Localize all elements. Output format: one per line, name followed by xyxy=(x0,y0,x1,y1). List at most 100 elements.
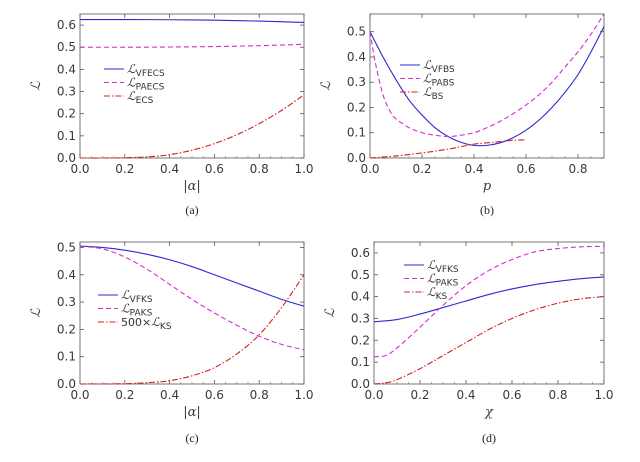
x-tick-label: 0.4 xyxy=(160,162,179,176)
x-axis-label: |α| xyxy=(183,179,201,194)
legend-entry: ℒECS xyxy=(127,89,154,106)
y-tick-label: 0.4 xyxy=(347,50,366,64)
x-tick-label: 0.0 xyxy=(70,162,89,176)
y-axis-label: ℒ xyxy=(29,81,44,91)
legend-prefix: 500× xyxy=(121,316,151,329)
y-tick-label: 0.2 xyxy=(57,107,76,121)
x-tick-label: 0.6 xyxy=(205,388,224,402)
panel-caption: (d) xyxy=(482,431,496,445)
legend-subscript: BS xyxy=(432,92,444,102)
series-line-paecs xyxy=(79,43,305,48)
x-tick-label: 1.0 xyxy=(594,388,613,402)
legend-subscript: KS xyxy=(160,322,172,332)
legend-entry: ℒPAKS xyxy=(427,272,459,289)
x-tick-label: 0.2 xyxy=(410,388,429,402)
y-axis-label: ℒ xyxy=(29,308,44,318)
chart-panel-2: 0.0 0.2 0.4 0.6 0.80.00.10.20.30.40.5pℒ(b)ℒV… xyxy=(319,13,605,217)
x-tick-label: 0.8 xyxy=(548,388,567,402)
legend-entry: ℒPAECS xyxy=(127,76,165,93)
x-tick-label: 0.6 xyxy=(516,162,535,176)
legend-entry: ℒPAKS xyxy=(121,302,153,319)
y-tick-label: 0.2 xyxy=(351,333,370,347)
x-tick-label: 0.8 xyxy=(568,162,587,176)
legend-symbol: ℒ xyxy=(427,285,436,299)
legend-symbol: ℒ xyxy=(127,89,136,103)
y-tick-label: 0.0 xyxy=(351,377,370,391)
y-tick-label: 0.5 xyxy=(57,40,76,54)
x-axis-label: p xyxy=(483,179,492,194)
panel-caption: (a) xyxy=(185,203,198,217)
series-line-pabs xyxy=(369,13,605,138)
legend-entry: 500×ℒKS xyxy=(121,315,172,332)
legend-entry: ℒPABS xyxy=(423,72,455,89)
y-tick-label: 0.5 xyxy=(347,25,366,39)
y-tick-label: 0.0 xyxy=(347,151,366,165)
x-tick-label: 0.8 xyxy=(250,388,269,402)
y-tick-label: 0.3 xyxy=(57,85,76,99)
plot-frame xyxy=(369,13,605,159)
legend-subscript: PAECS xyxy=(136,83,165,93)
legend-subscript: VFECS xyxy=(136,69,165,79)
panel-caption: (b) xyxy=(480,203,494,217)
series-line-vfks xyxy=(79,245,305,307)
x-tick-label: 0.0 xyxy=(70,388,89,402)
panel-caption: (c) xyxy=(185,431,198,445)
legend-entry: ℒVFKS xyxy=(121,288,153,305)
series-line-vfks xyxy=(373,276,605,323)
y-tick-label: 0.4 xyxy=(57,268,76,282)
legend-subscript: VFKS xyxy=(130,295,153,305)
legend-symbol: ℒ xyxy=(427,258,436,272)
y-axis-label: ℒ xyxy=(319,81,334,91)
legend-symbol: ℒ xyxy=(121,302,130,316)
y-tick-label: 0.4 xyxy=(351,290,370,304)
legend-symbol: ℒ xyxy=(423,72,432,86)
series-line-vfecs xyxy=(79,18,305,23)
x-axis-label: |α| xyxy=(183,405,201,420)
legend-subscript: VFKS xyxy=(436,265,459,275)
legend-subscript: PABS xyxy=(432,79,455,89)
legend-symbol: ℒ xyxy=(127,62,136,76)
y-tick-label: 0.6 xyxy=(351,246,370,260)
y-tick-label: 0.0 xyxy=(57,377,76,391)
legend-subscript: PAKS xyxy=(436,279,459,289)
y-tick-label: 0.1 xyxy=(347,126,366,140)
x-tick-label: 1.0 xyxy=(294,388,313,402)
series-line-paks xyxy=(373,245,605,358)
chart-panel-4: 0.0 0.2 0.4 0.6 0.8 1.0 0.0 0.1 0.2 0.3 0.4 0.5 0.6 χ… xyxy=(323,241,614,445)
y-tick-label: 0.3 xyxy=(351,311,370,325)
chart-panel-1: 0.0 0.2 0.4 0.6 0.8 1.0 0.0 0.1 0.2 0.3 0.4 0.5 0.6 |… xyxy=(29,13,314,217)
legend-entry: ℒVFBS xyxy=(423,58,455,75)
y-tick-label: 0.0 xyxy=(57,151,76,165)
x-tick-label: 0.4 xyxy=(464,162,483,176)
series-line-vfbs xyxy=(369,26,605,147)
x-tick-label: 0.2 xyxy=(412,162,431,176)
x-tick-label: 0.6 xyxy=(502,388,521,402)
x-tick-label: 0.6 xyxy=(205,162,224,176)
legend-symbol: ℒ xyxy=(423,85,432,99)
series-line-ks xyxy=(79,274,305,385)
y-tick-label: 0.6 xyxy=(57,18,76,32)
legend-entry: ℒVFECS xyxy=(127,62,165,79)
y-tick-label: 0.2 xyxy=(347,100,366,114)
plot-frame xyxy=(373,241,605,385)
plot-frame xyxy=(79,13,305,159)
series-line-ks xyxy=(373,296,605,385)
y-tick-label: 0.4 xyxy=(57,62,76,76)
x-tick-label: 0.4 xyxy=(160,388,179,402)
x-tick-label: 0.2 xyxy=(115,388,134,402)
legend-symbol: ℒ xyxy=(427,272,436,286)
series-line-paks xyxy=(79,245,305,351)
x-tick-label: 0.0 xyxy=(360,162,379,176)
legend-symbol: ℒ xyxy=(423,58,432,72)
series-line-ecs xyxy=(79,94,305,159)
x-tick-label: 0.8 xyxy=(250,162,269,176)
series-line-bs xyxy=(369,139,527,159)
y-tick-label: 0.3 xyxy=(57,295,76,309)
y-axis-label: ℒ xyxy=(323,308,338,318)
x-tick-label: 0.2 xyxy=(115,162,134,176)
legend-symbol: ℒ xyxy=(127,76,136,90)
